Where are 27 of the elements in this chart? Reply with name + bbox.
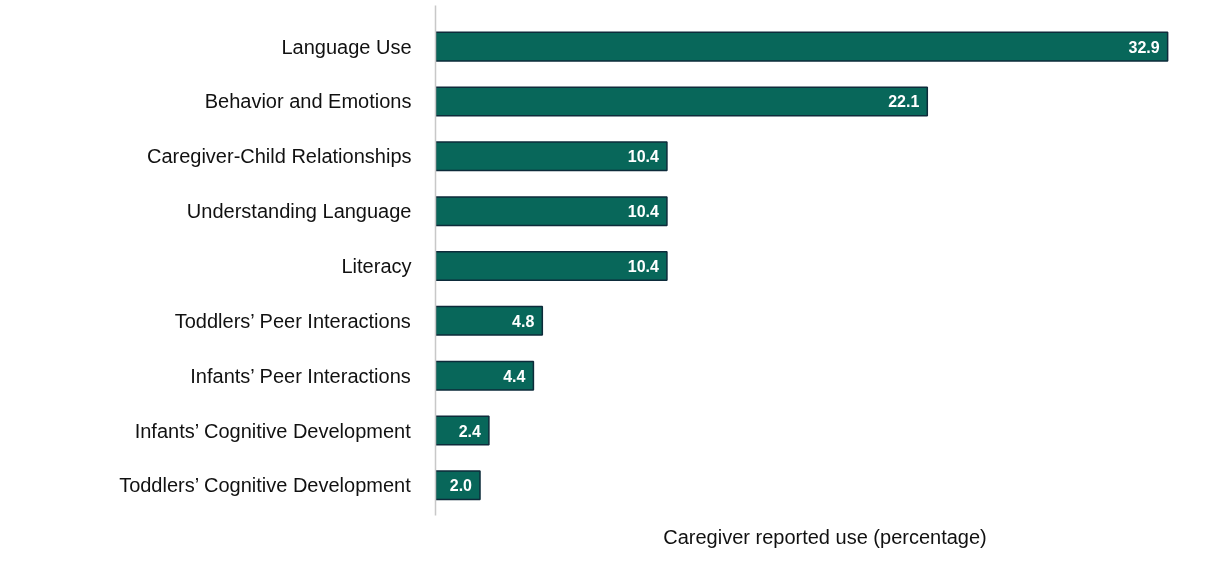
- bar: [435, 415, 490, 446]
- bar: [435, 305, 544, 336]
- data-label: 4.4: [503, 367, 526, 385]
- data-label: 2.4: [458, 422, 482, 440]
- y-tick-label: Literacy: [341, 254, 412, 277]
- data-label: 10.4: [627, 148, 660, 166]
- data-label: 22.1: [888, 93, 920, 111]
- data-label: 10.4: [627, 203, 660, 221]
- bar: [435, 250, 668, 281]
- data-label: 4.8: [512, 312, 535, 330]
- data-label: 32.9: [1128, 38, 1160, 56]
- y-tick-label: Caregiver-Child Relationships: [146, 145, 412, 168]
- y-tick-label: Understanding Language: [186, 200, 412, 223]
- x-axis-title: Caregiver reported use (percentage): [663, 525, 987, 548]
- bar: [435, 196, 668, 227]
- y-tick-label: Infants’ Peer Interactions: [190, 364, 411, 387]
- bar: [435, 86, 929, 117]
- y-tick-label: Toddlers’ Peer Interactions: [174, 309, 411, 332]
- bar: [435, 360, 535, 391]
- data-label: 2.0: [449, 477, 473, 495]
- bar: [435, 141, 668, 172]
- bar: [435, 31, 1169, 62]
- y-tick-label: Behavior and Emotions: [204, 90, 412, 113]
- y-tick-label: Toddlers’ Cognitive Development: [119, 474, 412, 497]
- y-tick-label: Language Use: [281, 35, 412, 58]
- y-tick-label: Infants’ Cognitive Development: [134, 419, 412, 442]
- data-label: 10.4: [627, 257, 660, 275]
